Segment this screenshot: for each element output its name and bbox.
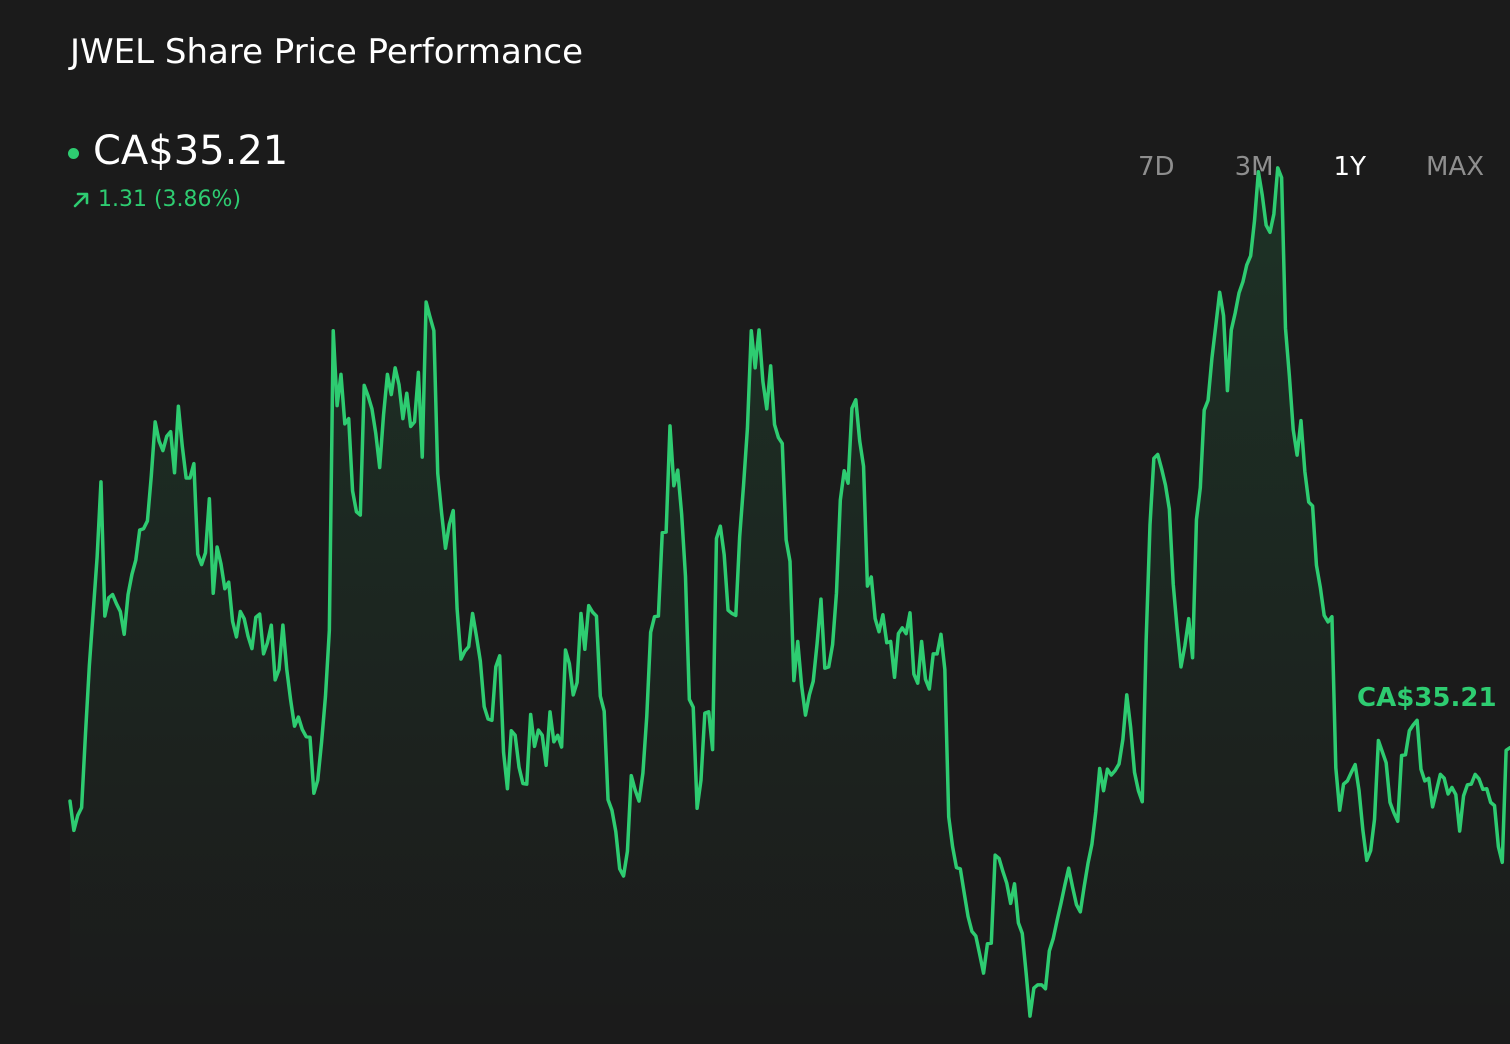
- range-tab-max[interactable]: MAX: [1425, 152, 1485, 182]
- price-change-value: 1.31 (3.86%): [98, 187, 242, 212]
- range-tab-1y[interactable]: 1Y: [1333, 152, 1366, 182]
- chart-title: JWEL Share Price Performance: [70, 32, 584, 72]
- range-tab-7d[interactable]: 7D: [1138, 152, 1175, 182]
- range-selector: 7D 3M 1Y MAX: [1108, 152, 1510, 182]
- last-price-label: CA$35.21: [1357, 683, 1497, 713]
- range-tab-3m[interactable]: 3M: [1234, 152, 1274, 182]
- arrow-up-right-icon: [73, 192, 89, 207]
- current-price: CA$35.21: [93, 128, 289, 174]
- price-change-row: 1.31 (3.86%): [72, 187, 241, 212]
- last-price-label-background: [1348, 676, 1510, 718]
- price-indicator-dot-icon: [68, 147, 79, 159]
- current-price-row: CA$35.21: [68, 128, 288, 174]
- price-series-line: [68, 166, 1510, 1018]
